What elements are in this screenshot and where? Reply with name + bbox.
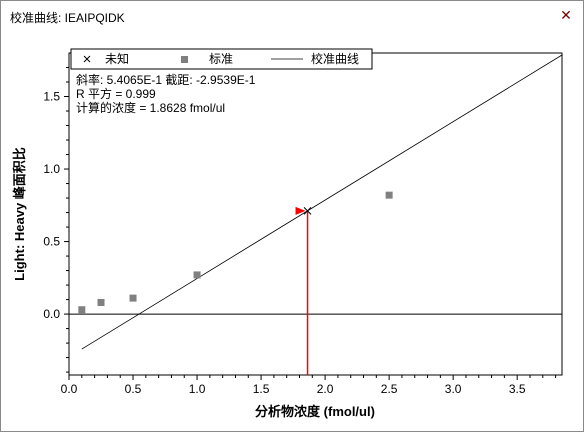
y-tick-label: 0.5	[43, 235, 60, 249]
title-bar[interactable]: 校准曲线: IEAIPQIDK ✕	[1, 1, 583, 31]
stats-slope-intercept: 斜率: 5.4065E-1 截距: -2.9539E-1	[76, 72, 256, 87]
calibration-curve-line	[81, 54, 563, 350]
standard-point	[78, 306, 86, 314]
y-tick-label: 0.0	[43, 307, 60, 321]
window-title: 校准曲线: IEAIPQIDK	[10, 11, 125, 25]
y-tick-label: 1.0	[43, 162, 60, 176]
calibration-chart: 0.0 0.5 1.0 1.5 2.0 2.5 3.0 3.5 0.0 0.5 1.0 1.5 未知…	[12, 48, 563, 419]
x-tick-label: 0.5	[125, 382, 142, 396]
projection-arrow	[295, 206, 306, 215]
legend-unknown-label: 未知	[105, 52, 129, 66]
chart-area: 0.0 0.5 1.0 1.5 2.0 2.5 3.0 3.5 0.0 0.5 1.0 1.5 未知…	[1, 31, 583, 431]
x-tick-label: 2.0	[317, 382, 334, 396]
x-axis: 0.0 0.5 1.0 1.5 2.0 2.5 3.0 3.5	[61, 375, 557, 396]
data-marks	[78, 191, 393, 375]
x-tick-label: 0.0	[61, 382, 78, 396]
legend: 未知 标准 校准曲线	[70, 48, 373, 70]
legend-standard-label: 标准	[209, 52, 233, 66]
legend-unknown-icon	[83, 55, 91, 63]
standard-point	[193, 271, 201, 279]
legend-standard-icon	[181, 56, 188, 63]
y-tick-label: 1.5	[43, 90, 60, 104]
stats-calculated-concentration: 计算的浓度 = 1.8628 fmol/ul	[76, 100, 225, 115]
x-tick-label: 3.0	[445, 382, 462, 396]
standard-point	[129, 294, 137, 302]
legend-box	[70, 48, 373, 70]
x-tick-label: 1.0	[189, 382, 206, 396]
y-axis-title: Light: Heavy 峰面积比	[12, 147, 27, 281]
stats-r-squared: R 平方 = 0.999	[76, 86, 156, 101]
close-icon[interactable]: ✕	[560, 8, 572, 24]
x-tick-label: 1.5	[253, 382, 270, 396]
standard-point	[97, 298, 105, 306]
standard-point	[385, 191, 393, 199]
y-axis: 0.0 0.5 1.0 1.5	[43, 67, 69, 373]
x-tick-label: 3.5	[509, 382, 526, 396]
x-axis-title: 分析物浓度 (fmol/ul)	[255, 404, 375, 419]
legend-curve-label: 校准曲线	[311, 51, 359, 66]
unknown-point	[303, 206, 312, 215]
x-tick-label: 2.5	[381, 382, 398, 396]
